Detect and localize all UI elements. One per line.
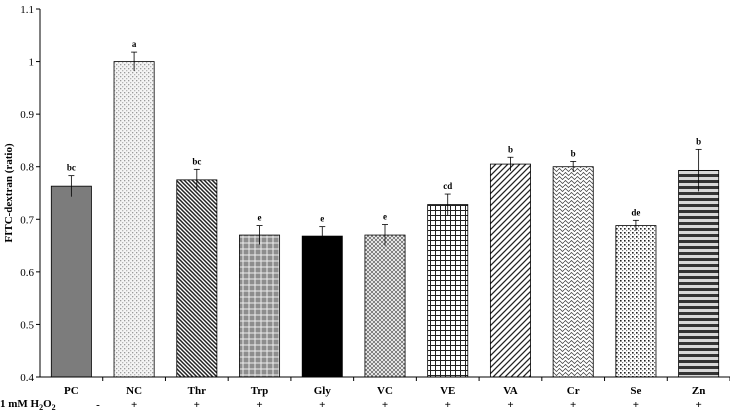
treatment-value-vc: +	[382, 399, 388, 411]
significance-label-nc: a	[132, 39, 137, 49]
treatment-value-se: +	[633, 399, 639, 411]
y-tick-label: 0.8	[20, 162, 34, 174]
treatment-value-ve: +	[445, 399, 451, 411]
category-label-va: VA	[503, 385, 518, 397]
treatment-value-nc: +	[131, 399, 137, 411]
category-label-nc: NC	[126, 385, 142, 397]
treatment-value-trp: +	[256, 399, 262, 411]
treatment-value-zn: +	[695, 399, 701, 411]
treatment-value-pc: -	[96, 399, 100, 411]
significance-label-se: de	[631, 207, 640, 217]
y-tick-label: 1.1	[20, 4, 34, 16]
y-tick-label: 0.9	[20, 109, 34, 121]
treatment-value-cr: +	[570, 399, 576, 411]
category-label-pc: PC	[64, 385, 79, 397]
category-label-gly: Gly	[314, 385, 332, 397]
bar-gly	[301, 235, 343, 378]
bar-vc	[364, 234, 406, 378]
category-label-trp: Trp	[251, 385, 269, 397]
significance-label-gly: e	[320, 214, 324, 224]
significance-label-cr: b	[571, 148, 576, 158]
category-label-se: Se	[630, 385, 641, 397]
significance-label-zn: b	[696, 136, 701, 146]
treatment-value-va: +	[507, 399, 513, 411]
significance-label-ve: cd	[443, 181, 452, 191]
bar-cr	[552, 166, 594, 378]
category-label-thr: Thr	[188, 385, 206, 397]
y-tick-label: 0.4	[20, 372, 34, 384]
significance-label-va: b	[508, 144, 513, 154]
category-label-vc: VC	[377, 385, 393, 397]
bar-thr	[176, 179, 218, 378]
category-label-cr: Cr	[567, 385, 580, 397]
significance-label-trp: e	[258, 213, 262, 223]
treatment-value-gly: +	[319, 399, 325, 411]
significance-label-pc: bc	[67, 163, 76, 173]
bar-trp	[239, 234, 281, 378]
significance-label-vc: e	[383, 212, 387, 222]
y-tick-label: 0.6	[20, 267, 34, 279]
bar-va	[489, 163, 531, 378]
bar-pc	[50, 185, 92, 378]
y-tick-label: 1	[29, 57, 35, 69]
bar-nc	[113, 61, 155, 378]
treatment-label: 1 mM H2O2	[0, 398, 56, 411]
bar-se	[615, 225, 657, 378]
bar-zn	[678, 169, 720, 378]
y-tick-label: 0.5	[20, 319, 34, 331]
significance-label-thr: bc	[192, 156, 201, 166]
y-axis-title: FITC-dextran (ratio)	[3, 143, 15, 243]
category-label-zn: Zn	[692, 385, 705, 397]
bar-ve	[427, 204, 469, 378]
y-tick-label: 0.7	[20, 214, 34, 226]
category-label-ve: VE	[440, 385, 455, 397]
treatment-value-thr: +	[194, 399, 200, 411]
